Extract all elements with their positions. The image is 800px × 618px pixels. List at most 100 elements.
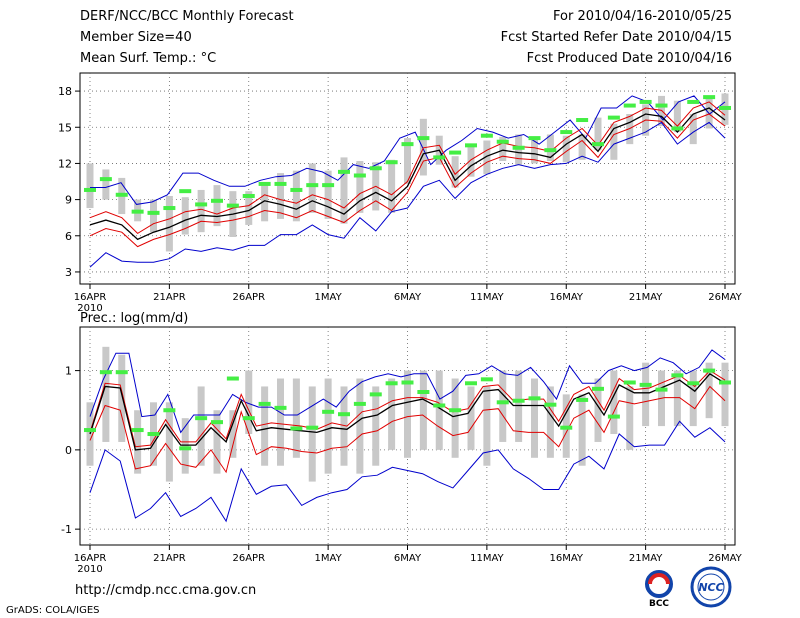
observation-mark	[417, 136, 430, 141]
member-range-bar	[689, 113, 697, 145]
series-line-ensemble-mean	[89, 372, 726, 451]
member-range-bar	[499, 136, 507, 162]
member-range-bar	[308, 386, 316, 482]
observation-mark	[607, 115, 620, 120]
member-range-bar	[610, 123, 618, 160]
member-range-bar	[673, 370, 681, 427]
observation-mark	[290, 187, 303, 192]
observation-mark	[147, 210, 160, 215]
x-tick-label: 21APR	[153, 553, 186, 564]
variable-label: Mean Surf. Temp.: °C	[80, 51, 217, 66]
member-range-bar	[404, 370, 411, 458]
y-tick-label: -1	[61, 523, 72, 536]
observation-mark	[512, 398, 525, 403]
forecast-period: For 2010/04/16-2010/05/25	[553, 9, 732, 24]
observation-mark	[226, 376, 239, 381]
member-range-bar	[515, 370, 523, 442]
observation-mark	[480, 377, 493, 382]
observation-mark	[179, 446, 192, 451]
x-tick-label: 11MAY	[470, 553, 504, 564]
y-tick-label: 15	[58, 121, 72, 134]
observation-mark	[496, 400, 509, 405]
member-range-bar	[626, 386, 634, 450]
member-range-bar	[86, 163, 94, 209]
member-range-bar	[261, 183, 269, 222]
member-range-bar	[213, 410, 221, 474]
member-range-bar	[467, 386, 475, 450]
x-tick-label: 26APR	[232, 292, 265, 303]
member-range-bar	[372, 386, 380, 466]
series-line-upper-band	[89, 369, 726, 448]
member-range-bar	[721, 362, 729, 427]
y-tick-label: 1	[65, 365, 72, 378]
member-range-bar	[594, 378, 602, 442]
footer-url: http://cmdp.ncc.cma.gov.cn	[75, 583, 257, 598]
observation-mark	[449, 408, 462, 413]
observation-mark	[322, 409, 335, 414]
observation-mark	[544, 402, 557, 407]
member-range-bar	[340, 157, 348, 224]
observation-mark	[242, 416, 255, 421]
observation-mark	[99, 370, 112, 375]
member-size: Member Size=40	[80, 30, 192, 45]
observation-mark	[115, 370, 128, 375]
series-line-upper-band	[89, 101, 726, 235]
member-range-bar	[499, 370, 507, 442]
member-range-bar	[229, 410, 237, 458]
observation-mark	[195, 202, 208, 207]
x-tick-label: 6MAY	[394, 292, 422, 303]
member-range-bar	[197, 189, 205, 233]
member-range-bar	[292, 170, 300, 222]
member-range-bar	[610, 370, 618, 435]
x-tick-label: 16MAY	[549, 292, 583, 303]
member-range-bar	[277, 173, 284, 219]
member-range-bar	[435, 370, 443, 450]
y-tick-label: 6	[65, 230, 72, 243]
observation-mark	[639, 382, 652, 387]
observation-mark	[322, 183, 335, 188]
member-range-bar	[483, 386, 491, 466]
observation-mark	[449, 150, 462, 155]
observation-mark	[211, 420, 223, 425]
observation-mark	[242, 193, 255, 198]
member-range-bar	[626, 113, 634, 145]
observation-mark	[623, 380, 636, 385]
member-range-bar	[340, 386, 348, 466]
observation-mark	[655, 103, 668, 108]
observation-mark	[131, 209, 144, 214]
observation-mark	[179, 189, 192, 194]
member-range-bar	[689, 370, 697, 427]
y-tick-label: 0	[65, 444, 72, 457]
member-range-bar	[578, 134, 586, 160]
x-tick-label: 26MAY	[708, 292, 742, 303]
y-tick-label: 12	[58, 157, 72, 170]
member-range-bar	[181, 418, 189, 474]
observation-mark	[560, 130, 573, 135]
chart-title: DERF/NCC/BCC Monthly Forecast	[80, 9, 294, 24]
bcc-logo: BCC	[645, 570, 673, 608]
member-range-bar	[292, 378, 300, 458]
observation-mark	[576, 118, 589, 123]
observation-mark	[607, 414, 620, 419]
x-tick-label: 11MAY	[470, 292, 504, 303]
started-refer-date: Fcst Started Refer Date 2010/04/15	[500, 30, 732, 45]
ncc-logo: NCC	[690, 566, 732, 608]
member-range-bar	[118, 354, 126, 442]
series-line-ensemble-mean	[89, 107, 726, 241]
member-range-bar	[134, 410, 142, 474]
member-range-bar	[388, 159, 396, 213]
member-range-bar	[102, 169, 110, 200]
observation-mark	[258, 401, 271, 406]
observation-mark	[147, 432, 160, 437]
x-tick-label: 21APR	[153, 292, 186, 303]
x-tick-label: 26APR	[232, 553, 265, 564]
y-tick-label: 9	[65, 194, 72, 207]
member-range-bar	[213, 185, 221, 227]
x-tick-label: 1MAY	[315, 292, 343, 303]
series-line-lower-envelope	[89, 420, 726, 523]
x-tick-label: 16APR	[74, 292, 107, 303]
member-range-bar	[277, 378, 284, 466]
observation-mark	[703, 368, 716, 373]
y-tick-label: 18	[58, 85, 72, 98]
